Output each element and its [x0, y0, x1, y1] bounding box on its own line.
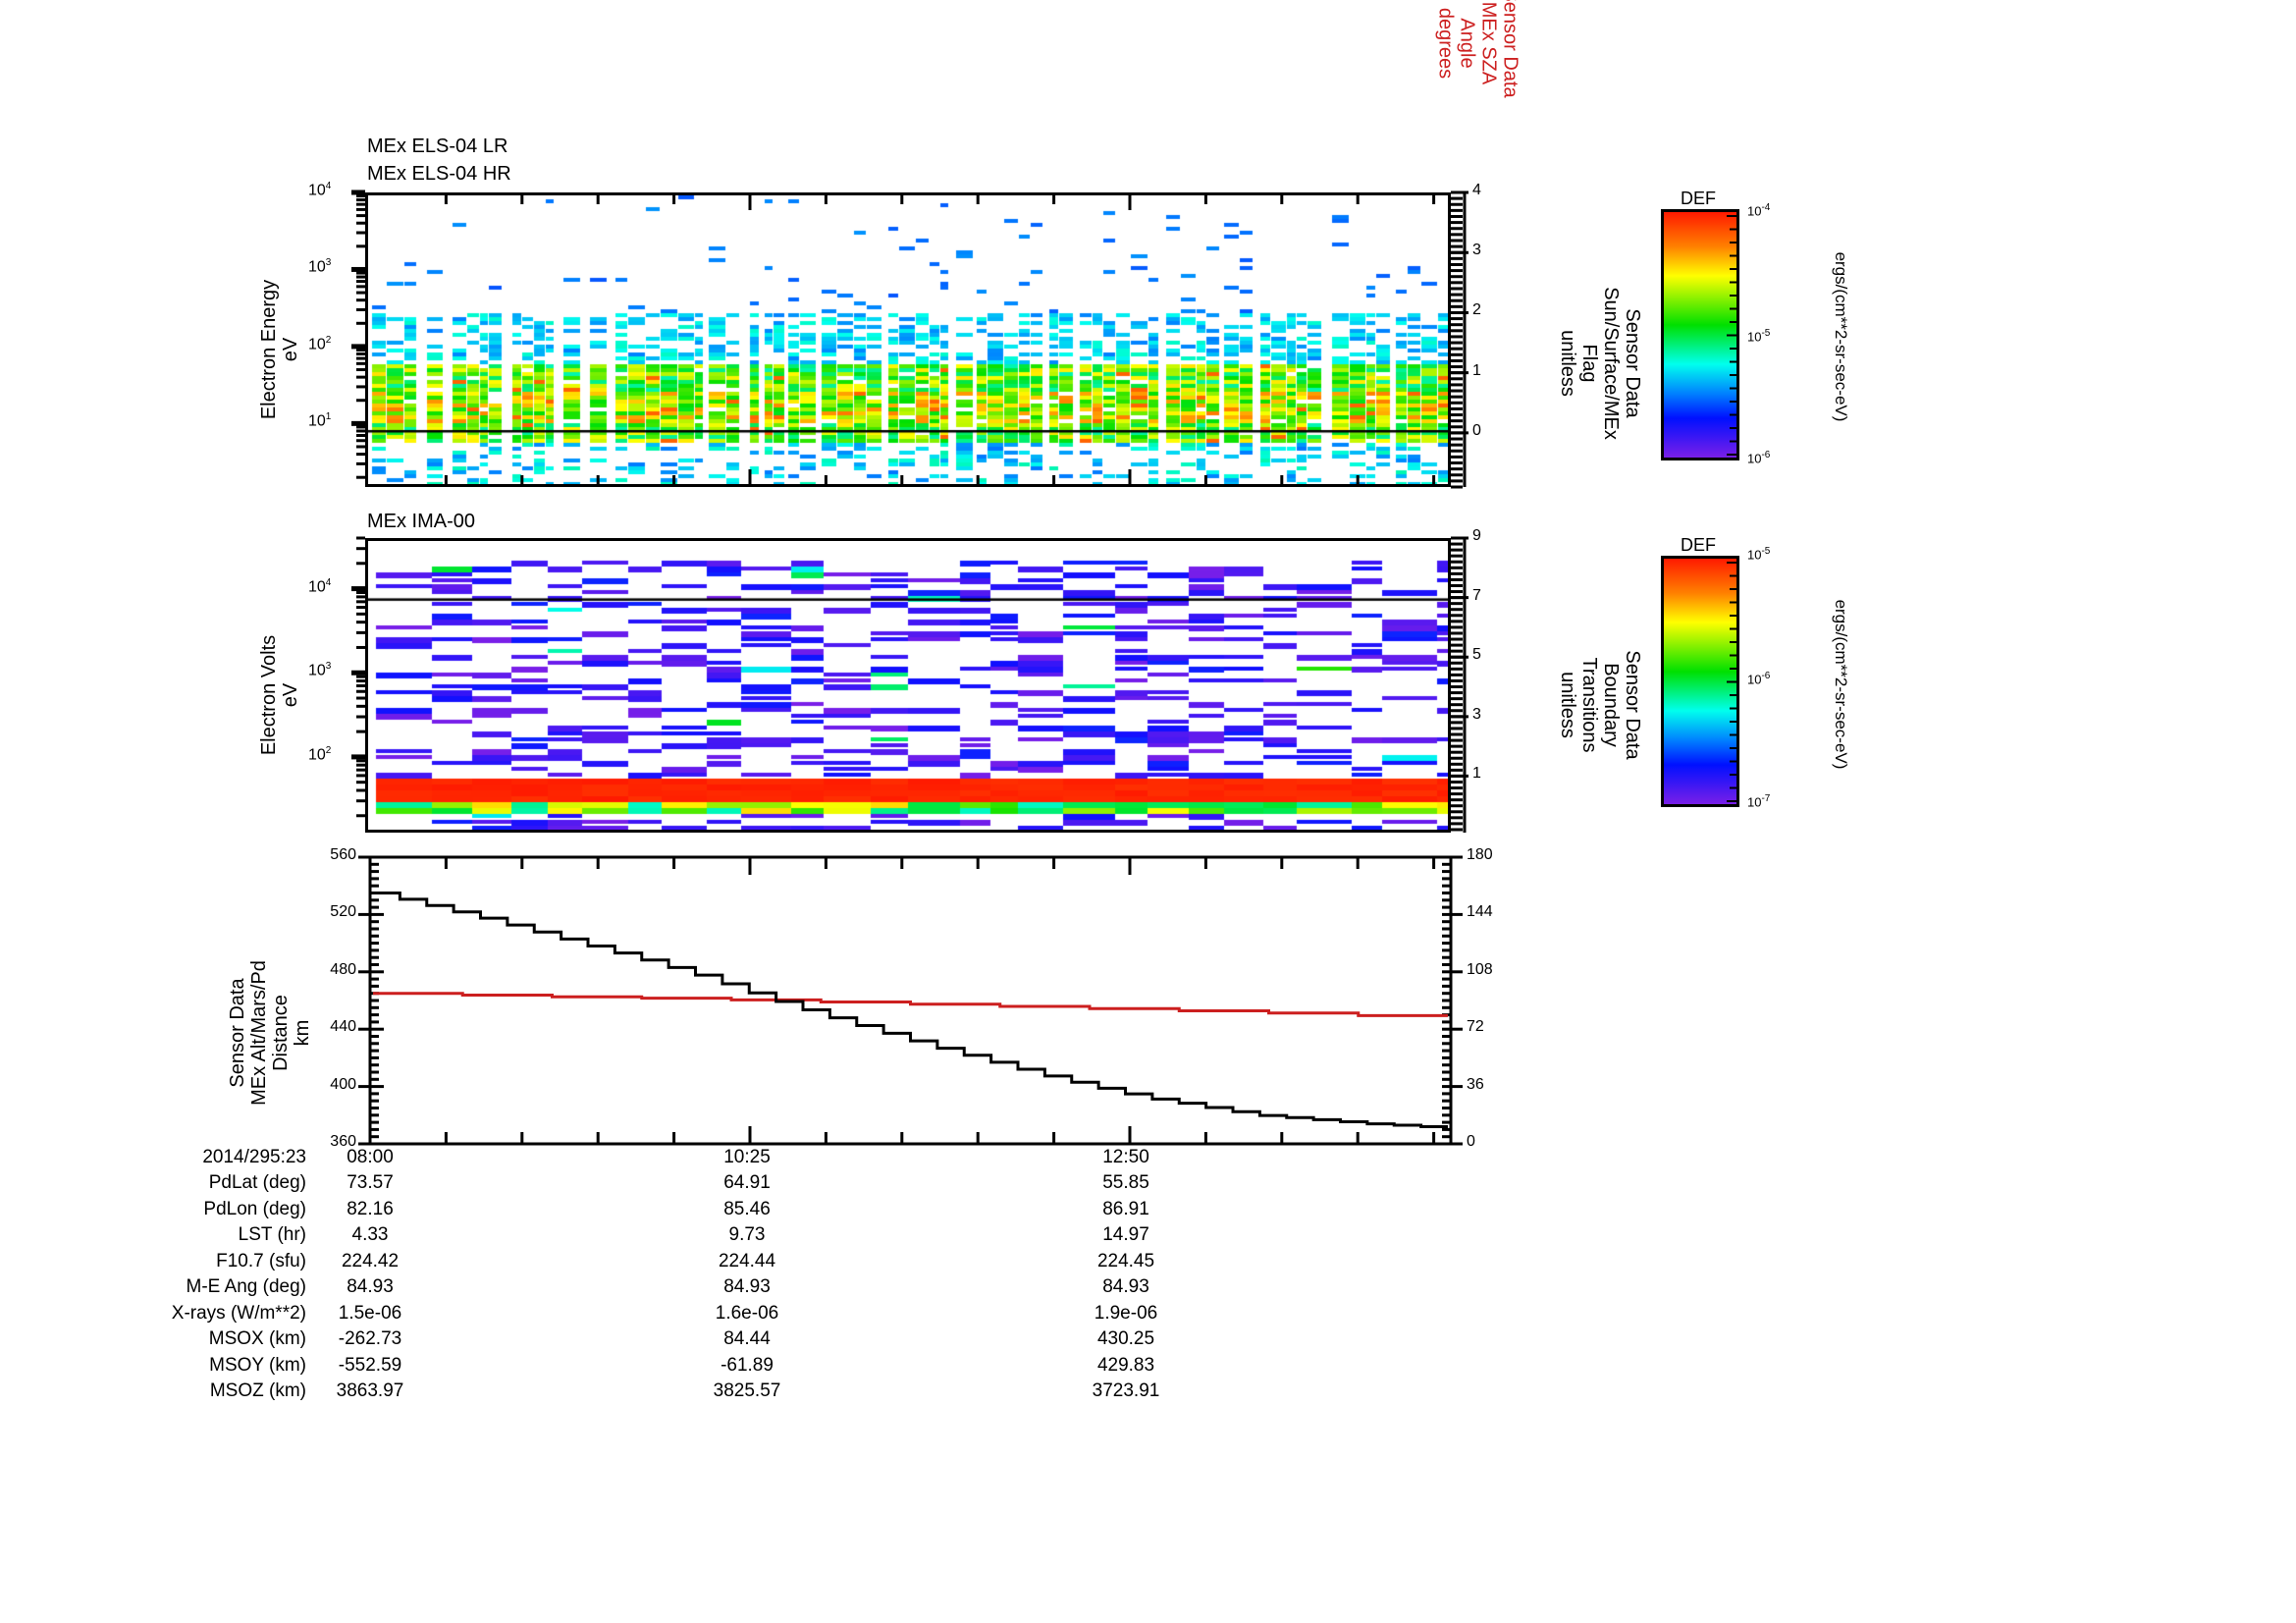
annotation-row-value: -262.73 — [292, 1328, 449, 1350]
annotation-row-value: 1.9e-06 — [1047, 1303, 1204, 1325]
annotation-row-value: 84.93 — [292, 1276, 449, 1298]
annotation-row-label: X-rays (W/m**2) — [12, 1303, 306, 1325]
annotation-row-value: -61.89 — [668, 1355, 826, 1377]
panel1-ytick-label: 103 — [308, 257, 331, 276]
annotation-row-label: F10.7 (sfu) — [12, 1251, 306, 1272]
annotation-row-value: 14.97 — [1047, 1224, 1204, 1246]
panel1-ytick-label: 104 — [308, 181, 331, 199]
annotation-row-value: 84.44 — [668, 1328, 826, 1350]
panel2-right-tick-label: 3 — [1472, 706, 1481, 724]
panel1-right-tick-label: 2 — [1472, 301, 1481, 319]
panel3-ytick-label: 400 — [278, 1076, 356, 1094]
panel1-right-tick-label: 1 — [1472, 362, 1481, 380]
panel3-y2tick-label: 108 — [1467, 961, 1493, 979]
annotation-row-value: 1.5e-06 — [292, 1303, 449, 1325]
annotation-row-value: 9.73 — [668, 1224, 826, 1246]
annotation-row-value: 3825.57 — [668, 1380, 826, 1402]
annotation-row-value: 3723.91 — [1047, 1380, 1204, 1402]
annotation-row-value: 84.93 — [668, 1276, 826, 1298]
annotation-row-value: 82.16 — [292, 1199, 449, 1220]
panel2-ytick-label: 103 — [308, 661, 331, 679]
annotation-row-value: 4.33 — [292, 1224, 449, 1246]
annotation-row-value: 224.44 — [668, 1251, 826, 1272]
sza-line — [373, 994, 1448, 1016]
panel1-ytick-label: 101 — [308, 411, 331, 430]
panel3-ytick-label: 480 — [278, 961, 356, 979]
annotation-row-label: PdLat (deg) — [12, 1172, 306, 1194]
panel2-right-tick-label: 1 — [1472, 765, 1481, 783]
panel3-y2tick-label: 180 — [1467, 846, 1493, 864]
panel1-right-tick-label: 0 — [1472, 422, 1481, 440]
panel1-ytick-label: 102 — [308, 335, 331, 353]
table-header-date: 2014/295:23 — [12, 1147, 306, 1168]
panel3-ytick-label: 360 — [278, 1133, 356, 1151]
annotation-row-value: 73.57 — [292, 1172, 449, 1194]
annotation-row-value: 430.25 — [1047, 1328, 1204, 1350]
time-label-2: 12:50 — [1047, 1147, 1204, 1168]
panel2-right-tick-label: 5 — [1472, 646, 1481, 664]
annotation-row-value: 84.93 — [1047, 1276, 1204, 1298]
panel3-y2tick-label: 36 — [1467, 1076, 1484, 1094]
annotation-row-label: MSOY (km) — [12, 1355, 306, 1377]
annotation-row-label: LST (hr) — [12, 1224, 306, 1246]
panel1-right-tick-label: 4 — [1472, 182, 1481, 199]
panel3-y2tick-label: 72 — [1467, 1018, 1484, 1036]
panel3-ytick-label: 560 — [278, 846, 356, 864]
panel2-right-tick-label: 9 — [1472, 527, 1481, 545]
panel2-right-tick-label: 7 — [1472, 587, 1481, 605]
distance-line — [373, 893, 1448, 1127]
annotation-row-label: MSOX (km) — [12, 1328, 306, 1350]
panel2-ytick-label: 102 — [308, 745, 331, 764]
panel3-ytick-label: 440 — [278, 1018, 356, 1036]
annotation-row-value: 3863.97 — [292, 1380, 449, 1402]
panel2-ytick-label: 104 — [308, 577, 331, 596]
annotation-row-value: 64.91 — [668, 1172, 826, 1194]
panel3-ytick-label: 520 — [278, 903, 356, 921]
annotation-row-value: 55.85 — [1047, 1172, 1204, 1194]
annotation-row-value: 224.42 — [292, 1251, 449, 1272]
panel3-y2tick-label: 0 — [1467, 1133, 1475, 1151]
panel3-y2tick-label: 144 — [1467, 903, 1493, 921]
annotation-row-value: 224.45 — [1047, 1251, 1204, 1272]
time-label-1: 10:25 — [668, 1147, 826, 1168]
annotation-row-value: 1.6e-06 — [668, 1303, 826, 1325]
annotation-row-label: PdLon (deg) — [12, 1199, 306, 1220]
annotation-row-label: MSOZ (km) — [12, 1380, 306, 1402]
annotation-row-value: -552.59 — [292, 1355, 449, 1377]
panel1-right-tick-label: 3 — [1472, 242, 1481, 259]
annotation-row-value: 429.83 — [1047, 1355, 1204, 1377]
annotation-row-value: 85.46 — [668, 1199, 826, 1220]
annotation-row-label: M-E Ang (deg) — [12, 1276, 306, 1298]
annotation-row-value: 86.91 — [1047, 1199, 1204, 1220]
